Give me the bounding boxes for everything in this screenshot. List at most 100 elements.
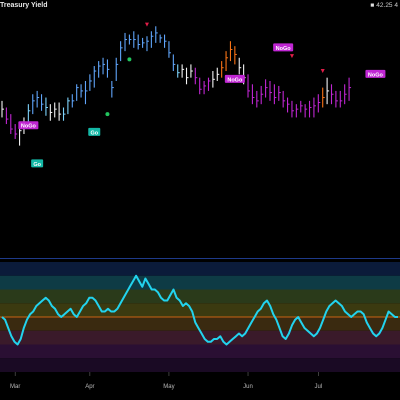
price-bar xyxy=(287,97,290,113)
price-bar xyxy=(36,90,40,108)
price-bar xyxy=(300,100,303,113)
signal-markers xyxy=(105,22,325,117)
price-bar xyxy=(291,100,294,118)
oscillator-band xyxy=(0,358,400,372)
oscillator-band xyxy=(0,262,400,276)
x-tick-label: Jul xyxy=(314,384,322,390)
label-box xyxy=(365,69,386,78)
price-bar xyxy=(146,36,149,52)
go-marker-icon xyxy=(105,112,110,117)
label-box xyxy=(273,43,294,52)
price-bar xyxy=(181,64,185,78)
price-bar xyxy=(221,61,224,78)
price-bar xyxy=(260,85,264,105)
go-label: Go xyxy=(31,159,44,168)
price-bar xyxy=(273,84,277,105)
price-bar xyxy=(120,41,123,62)
price-bar xyxy=(326,77,330,105)
oscillator-band xyxy=(0,275,400,290)
label-box xyxy=(18,121,39,130)
price-bar xyxy=(62,107,66,121)
price-bar xyxy=(247,74,251,98)
oscillator-bands xyxy=(0,262,400,372)
readout-extra: 4 xyxy=(394,2,398,9)
price-bar xyxy=(251,84,255,105)
label-text: Go xyxy=(33,162,41,168)
price-bar xyxy=(111,80,114,98)
price-bar xyxy=(194,67,198,85)
price-bar xyxy=(71,94,75,108)
label-box xyxy=(224,74,245,83)
price-bar xyxy=(190,64,193,78)
price-bar xyxy=(106,59,110,78)
price-bar xyxy=(207,77,211,91)
price-bar xyxy=(212,71,215,88)
price-bar xyxy=(137,34,141,50)
price-bar xyxy=(322,87,325,108)
price-bar xyxy=(32,94,35,115)
price-bar xyxy=(185,67,189,85)
price-bar xyxy=(10,114,13,134)
price-bar xyxy=(124,32,128,52)
go-label: Go xyxy=(88,127,101,136)
price-bar xyxy=(344,84,347,105)
price-bar xyxy=(98,61,101,78)
price-bar xyxy=(93,66,97,88)
oscillator xyxy=(0,274,400,346)
price-bar xyxy=(317,94,321,113)
oscillator-band xyxy=(0,317,400,331)
oscillator-line xyxy=(1,274,398,346)
price-bar xyxy=(150,31,154,48)
price-bar xyxy=(216,67,220,81)
price-bar xyxy=(76,84,79,101)
nogo-label: NoGo xyxy=(18,121,39,130)
nogo-marker-icon xyxy=(320,69,325,74)
price-bar xyxy=(304,104,308,118)
x-tick-label: Mar xyxy=(10,384,20,390)
nogo-marker-icon xyxy=(289,54,294,59)
label-text: NoGo xyxy=(21,124,37,130)
price-bar xyxy=(115,57,119,81)
price-bar xyxy=(45,97,48,116)
bar-up-icon: ■ xyxy=(370,2,375,9)
price-bar xyxy=(168,41,171,58)
x-tick-label: May xyxy=(163,384,174,390)
price-bar xyxy=(142,37,145,48)
price-bar xyxy=(225,51,229,72)
chart-title: Treasury Yield xyxy=(0,2,48,9)
price-bar xyxy=(265,79,268,98)
price-bar xyxy=(177,64,180,78)
price-bar xyxy=(27,104,31,125)
price-bar xyxy=(282,90,286,108)
price-bar xyxy=(278,85,281,101)
price-bar xyxy=(238,57,242,75)
price-bar xyxy=(58,102,62,121)
price-bar xyxy=(54,102,57,118)
price-bar xyxy=(155,26,158,43)
label-box xyxy=(88,127,101,136)
price-bar xyxy=(1,100,4,118)
label-text: Go xyxy=(90,130,98,136)
nogo-label: NoGo xyxy=(224,74,245,83)
nogo-marker-icon xyxy=(144,22,149,27)
price-bar xyxy=(102,57,106,75)
price-bar xyxy=(164,34,167,48)
price-bar xyxy=(172,54,176,72)
price-bar xyxy=(84,80,88,105)
x-tick-label: Jun xyxy=(243,384,253,390)
price-bar xyxy=(339,90,343,108)
go-marker-icon xyxy=(127,57,132,62)
price-readout: ■ 42.25 4 xyxy=(370,2,398,9)
price-bar xyxy=(269,80,272,101)
price-bar xyxy=(89,74,92,91)
price-bar xyxy=(308,100,312,118)
price-bar xyxy=(313,97,316,118)
price-bar xyxy=(295,104,299,118)
x-tick-label: Apr xyxy=(85,384,94,390)
oscillator-band xyxy=(0,289,400,304)
oscillator-band xyxy=(0,330,400,345)
price-bar xyxy=(229,41,233,62)
price-bar xyxy=(199,77,202,95)
price-bar xyxy=(40,94,44,111)
